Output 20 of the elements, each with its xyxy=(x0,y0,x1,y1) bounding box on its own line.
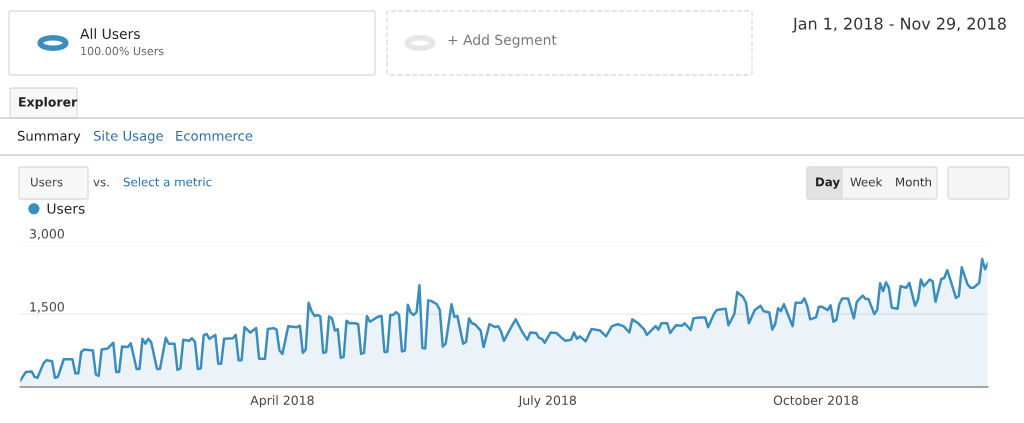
x-tick-label: July 2018 xyxy=(517,395,577,408)
text: Summary xyxy=(17,130,81,144)
y-tick-label: 3,000 xyxy=(29,229,64,240)
text: Select a metric xyxy=(123,177,212,187)
text: 100.00% Users xyxy=(81,46,164,56)
text: Week xyxy=(850,177,883,187)
text: Day xyxy=(816,177,840,189)
text: Explorer xyxy=(19,96,78,110)
text: Jan 1, 2018 - Nov 29, 2018 xyxy=(792,17,1006,33)
legend-label: Users xyxy=(47,203,85,214)
y-tick-label: 1,500 xyxy=(30,302,64,313)
text: Ecommerce xyxy=(176,131,253,141)
text: Users xyxy=(31,177,63,187)
x-tick-label: April 2018 xyxy=(250,395,314,408)
text: Month xyxy=(896,177,931,187)
text: + Add Segment xyxy=(448,34,557,48)
text: vs. xyxy=(93,179,109,187)
x-tick-label: October 2018 xyxy=(773,395,859,406)
text: Site Usage xyxy=(93,130,163,144)
text: All Users xyxy=(80,28,140,40)
